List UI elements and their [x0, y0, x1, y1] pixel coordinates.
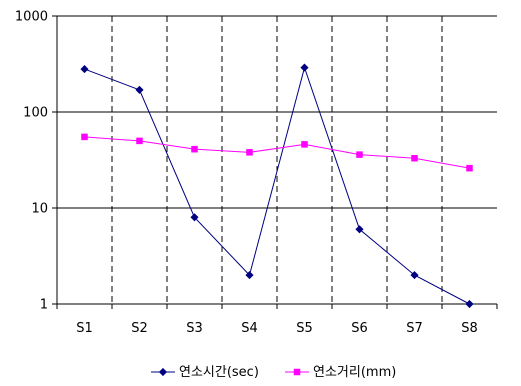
data-point: [411, 154, 418, 162]
x-tick-label: S2: [131, 321, 148, 336]
x-tick-label: S7: [406, 321, 423, 336]
data-point: [191, 145, 198, 153]
y-tick-label: 100: [23, 106, 48, 121]
data-point: [466, 164, 473, 172]
data-point: [246, 149, 253, 156]
series-line: [84, 65, 470, 305]
legend-marker: [158, 367, 168, 377]
data-point: [465, 299, 474, 309]
legend: 연소시간(sec) 연소거리(mm): [151, 365, 396, 380]
x-tick-label: S1: [76, 321, 93, 336]
series-2: [81, 133, 473, 172]
data-point: [136, 137, 143, 145]
data-point: [135, 85, 144, 94]
data-point: [301, 141, 308, 148]
series-group: [80, 63, 474, 309]
legend-item: 연소시간(sec): [151, 365, 259, 380]
x-tick-label: S4: [241, 321, 258, 336]
legend-marker: [293, 368, 301, 376]
y-tick-label: 1: [40, 298, 48, 313]
data-point: [355, 225, 364, 234]
y-tick-label: 1000: [15, 10, 48, 25]
y-tick-label: 10: [31, 202, 48, 217]
series-1: [80, 63, 474, 309]
data-point: [300, 63, 309, 72]
data-point: [80, 65, 89, 74]
x-tick-label: S3: [186, 321, 203, 336]
axes: [52, 15, 498, 309]
legend-item: 연소거리(mm): [285, 365, 396, 380]
tick-labels: 1 10 100 1000 S1 S2 S3 S4 S5 S6 S7 S8: [15, 10, 478, 337]
x-tick-label: S8: [461, 321, 478, 336]
legend-label: 연소거리(mm): [313, 365, 396, 380]
data-point: [81, 133, 88, 141]
x-tick-label: S5: [296, 321, 313, 336]
data-point: [356, 151, 363, 158]
data-point: [410, 271, 419, 280]
data-point: [245, 271, 254, 280]
series-line: [84, 136, 470, 169]
grid: [57, 15, 497, 305]
data-point: [190, 213, 199, 222]
legend-label: 연소시간(sec): [179, 365, 259, 380]
x-tick-label: S6: [351, 321, 368, 336]
